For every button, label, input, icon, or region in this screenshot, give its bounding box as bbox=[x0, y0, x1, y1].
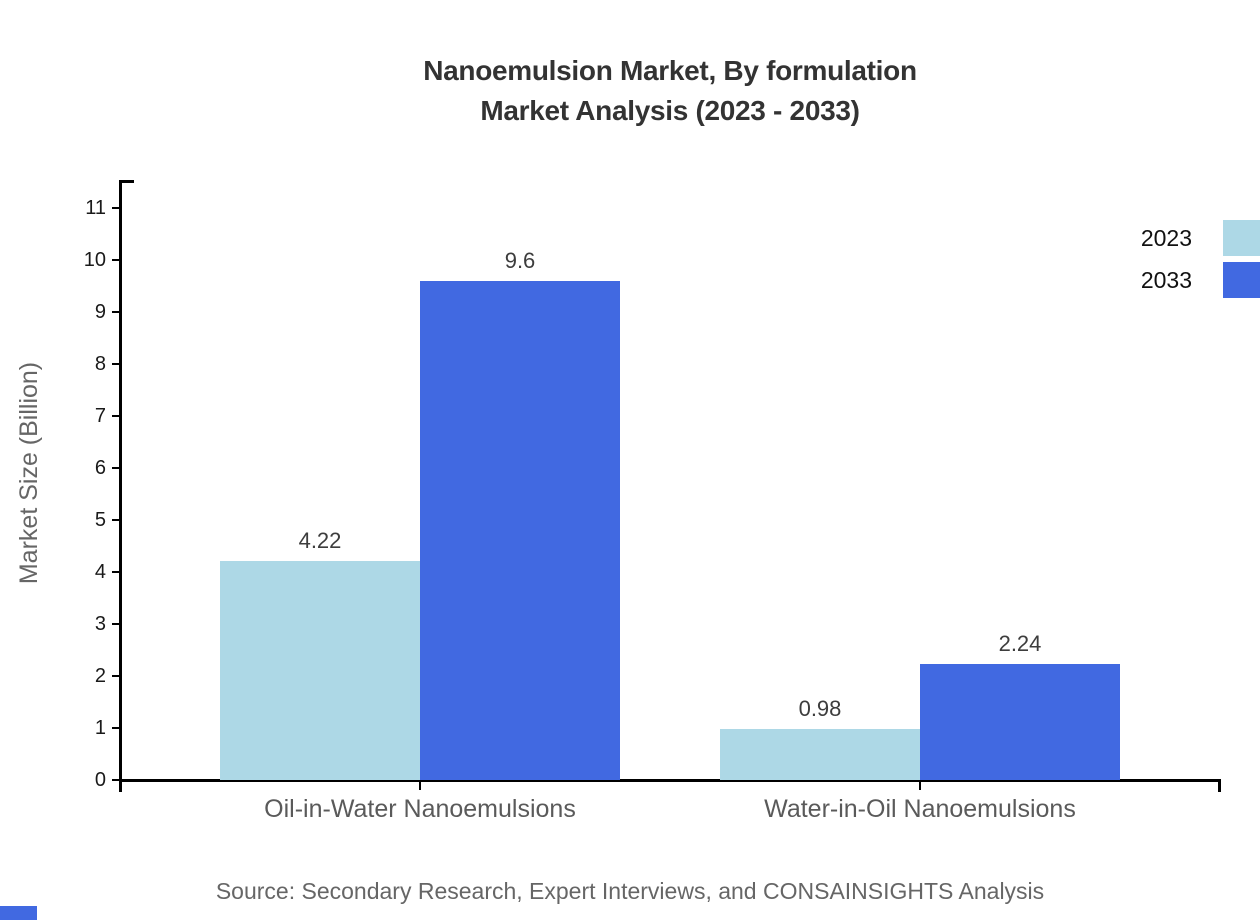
legend-label-2033: 2033 bbox=[1140, 267, 1192, 293]
bar-oil-in-water-nanoemulsions-2033 bbox=[420, 280, 620, 780]
y-tick-mark-0 bbox=[112, 779, 120, 781]
y-tick-label-8: 8 bbox=[94, 353, 106, 375]
y-tick-label-0: 0 bbox=[94, 769, 106, 791]
y-tick-label-3: 3 bbox=[94, 613, 106, 635]
chart-title-line2: Market Analysis (2023 - 2033) bbox=[480, 95, 860, 126]
y-tick-mark-8 bbox=[112, 363, 120, 365]
x-axis-line bbox=[119, 779, 1221, 782]
y-tick-mark-4 bbox=[112, 571, 120, 573]
y-axis-line bbox=[119, 180, 122, 792]
y-tick-mark-6 bbox=[112, 467, 120, 469]
y-tick-label-6: 6 bbox=[94, 457, 106, 479]
y-tick-label-9: 9 bbox=[94, 301, 106, 323]
y-tick-mark-11 bbox=[112, 207, 120, 209]
y-tick-mark-7 bbox=[112, 415, 120, 417]
y-tick-mark-5 bbox=[112, 519, 120, 521]
watermark-fragment bbox=[0, 906, 37, 920]
bar-value-oil-in-water-nanoemulsions-2033: 9.6 bbox=[504, 247, 536, 273]
chart-title: Nanoemulsion Market, By formulation Mark… bbox=[130, 51, 1210, 131]
bar-water-in-oil-nanoemulsions-2033 bbox=[920, 663, 1120, 780]
legend-swatch-2033 bbox=[1223, 262, 1260, 298]
legend-swatch-2023 bbox=[1223, 220, 1260, 256]
category-label-water-in-oil-nanoemulsions: Water-in-Oil Nanoemulsions bbox=[764, 795, 1076, 823]
y-tick-label-5: 5 bbox=[94, 509, 106, 531]
bar-value-oil-in-water-nanoemulsions-2023: 4.22 bbox=[298, 527, 342, 553]
bar-value-water-in-oil-nanoemulsions-2023: 0.98 bbox=[798, 696, 842, 722]
y-tick-label-1: 1 bbox=[94, 717, 106, 739]
category-label-oil-in-water-nanoemulsions: Oil-in-Water Nanoemulsions bbox=[264, 795, 576, 823]
y-axis-top-cap bbox=[119, 180, 134, 183]
bar-value-water-in-oil-nanoemulsions-2033: 2.24 bbox=[998, 630, 1042, 656]
y-tick-label-7: 7 bbox=[94, 405, 106, 427]
y-tick-mark-9 bbox=[112, 311, 120, 313]
x-tick-mark-water-in-oil-nanoemulsions bbox=[919, 780, 921, 790]
y-tick-mark-2 bbox=[112, 675, 120, 677]
bar-water-in-oil-nanoemulsions-2023 bbox=[720, 729, 920, 780]
y-tick-mark-3 bbox=[112, 623, 120, 625]
y-tick-label-4: 4 bbox=[94, 561, 106, 583]
y-tick-mark-10 bbox=[112, 259, 120, 261]
y-tick-label-10: 10 bbox=[83, 249, 106, 271]
legend-label-2023: 2023 bbox=[1140, 225, 1192, 251]
y-tick-label-11: 11 bbox=[85, 197, 106, 219]
x-axis-end-tick bbox=[1218, 779, 1221, 792]
chart-title-line1: Nanoemulsion Market, By formulation bbox=[423, 55, 917, 86]
source-note: Source: Secondary Research, Expert Inter… bbox=[215, 878, 1045, 904]
y-tick-label-2: 2 bbox=[94, 665, 106, 687]
bar-oil-in-water-nanoemulsions-2023 bbox=[220, 560, 420, 780]
x-tick-mark-oil-in-water-nanoemulsions bbox=[419, 780, 421, 790]
y-axis-title: Market Size (Billion) bbox=[15, 361, 43, 585]
y-tick-mark-1 bbox=[112, 727, 120, 729]
